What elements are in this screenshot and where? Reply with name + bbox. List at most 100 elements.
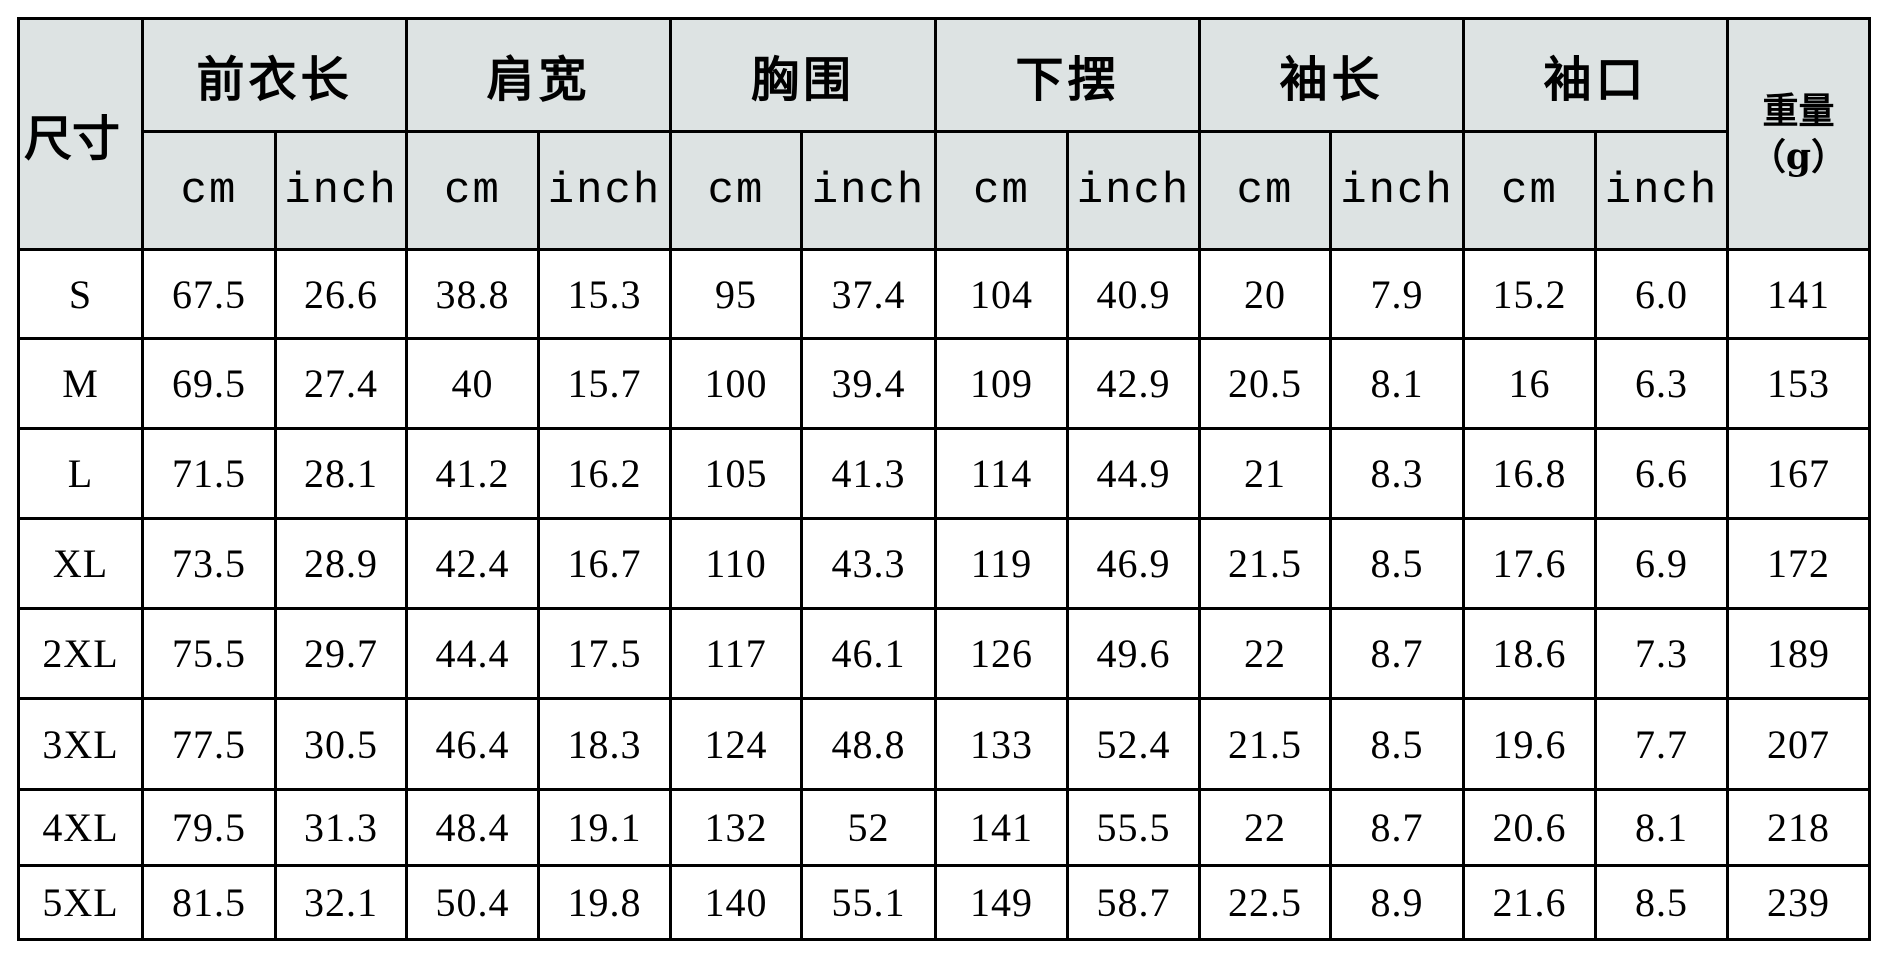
inch-value-cell: 30.5: [274, 697, 408, 791]
inch-value-cell: 7.7: [1594, 697, 1729, 791]
cm-value-cell: 21.6: [1462, 864, 1597, 941]
cm-value-cell: 16.8: [1462, 427, 1597, 520]
unit-header-cm: cm: [669, 130, 803, 251]
weight-header: 重量 （g）: [1726, 17, 1871, 251]
unit-header-inch: inch: [1594, 130, 1729, 251]
inch-value-cell: 6.0: [1594, 248, 1729, 340]
weight-cell: 189: [1726, 607, 1871, 700]
cm-value-cell: 40: [405, 337, 540, 430]
inch-value-cell: 32.1: [274, 864, 408, 941]
cm-value-cell: 71.5: [141, 427, 277, 520]
cm-value-cell: 46.4: [405, 697, 540, 791]
weight-cell: 218: [1726, 788, 1871, 867]
cm-value-cell: 22.5: [1198, 864, 1332, 941]
inch-value-cell: 52.4: [1066, 697, 1201, 791]
inch-value-cell: 27.4: [274, 337, 408, 430]
unit-header-cm: cm: [141, 130, 277, 251]
cm-value-cell: 75.5: [141, 607, 277, 700]
inch-value-cell: 37.4: [800, 248, 937, 340]
inch-value-cell: 39.4: [800, 337, 937, 430]
cm-value-cell: 48.4: [405, 788, 540, 867]
group-header-3: 下摆: [934, 17, 1201, 133]
cm-value-cell: 21: [1198, 427, 1332, 520]
inch-value-cell: 41.3: [800, 427, 937, 520]
cm-value-cell: 20.6: [1462, 788, 1597, 867]
cm-value-cell: 126: [934, 607, 1069, 700]
cm-value-cell: 79.5: [141, 788, 277, 867]
inch-value-cell: 55.1: [800, 864, 937, 941]
cm-value-cell: 42.4: [405, 517, 540, 610]
cm-value-cell: 132: [669, 788, 803, 867]
group-header-2: 胸围: [669, 17, 937, 133]
inch-value-cell: 46.9: [1066, 517, 1201, 610]
cm-value-cell: 22: [1198, 607, 1332, 700]
weight-cell: 141: [1726, 248, 1871, 340]
table-row: 5XL 81.5 32.1 50.4 19.8 140 55.1 149 58.7 22.5 8.9…: [17, 864, 1871, 941]
unit-header-inch: inch: [1329, 130, 1465, 251]
cm-value-cell: 44.4: [405, 607, 540, 700]
inch-value-cell: 48.8: [800, 697, 937, 791]
cm-value-cell: 18.6: [1462, 607, 1597, 700]
unit-header-inch: inch: [537, 130, 672, 251]
inch-value-cell: 31.3: [274, 788, 408, 867]
cm-value-cell: 109: [934, 337, 1069, 430]
unit-header-inch: inch: [274, 130, 408, 251]
inch-value-cell: 8.9: [1329, 864, 1465, 941]
cm-value-cell: 20.5: [1198, 337, 1332, 430]
size-cell: 3XL: [17, 697, 144, 791]
weight-cell: 239: [1726, 864, 1871, 941]
inch-value-cell: 28.1: [274, 427, 408, 520]
cm-value-cell: 22: [1198, 788, 1332, 867]
cm-value-cell: 114: [934, 427, 1069, 520]
inch-value-cell: 7.9: [1329, 248, 1465, 340]
inch-value-cell: 8.3: [1329, 427, 1465, 520]
cm-value-cell: 117: [669, 607, 803, 700]
cm-value-cell: 149: [934, 864, 1069, 941]
inch-value-cell: 40.9: [1066, 248, 1201, 340]
inch-value-cell: 52: [800, 788, 937, 867]
cm-value-cell: 104: [934, 248, 1069, 340]
inch-value-cell: 16.2: [537, 427, 672, 520]
unit-header-inch: inch: [800, 130, 937, 251]
size-cell: XL: [17, 517, 144, 610]
inch-value-cell: 15.3: [537, 248, 672, 340]
inch-value-cell: 17.5: [537, 607, 672, 700]
inch-value-cell: 49.6: [1066, 607, 1201, 700]
cm-value-cell: 21.5: [1198, 517, 1332, 610]
cm-value-cell: 73.5: [141, 517, 277, 610]
weight-cell: 153: [1726, 337, 1871, 430]
size-cell: 5XL: [17, 864, 144, 941]
cm-value-cell: 105: [669, 427, 803, 520]
cm-value-cell: 16: [1462, 337, 1597, 430]
inch-value-cell: 8.1: [1329, 337, 1465, 430]
inch-value-cell: 8.5: [1594, 864, 1729, 941]
size-cell: 2XL: [17, 607, 144, 700]
unit-header-cm: cm: [934, 130, 1069, 251]
inch-value-cell: 8.5: [1329, 517, 1465, 610]
inch-value-cell: 29.7: [274, 607, 408, 700]
table-row: 2XL 75.5 29.7 44.4 17.5 117 46.1 126 49.6 22 8.7 18…: [17, 607, 1871, 700]
cm-value-cell: 81.5: [141, 864, 277, 941]
inch-value-cell: 28.9: [274, 517, 408, 610]
cm-value-cell: 21.5: [1198, 697, 1332, 791]
inch-value-cell: 18.3: [537, 697, 672, 791]
cm-value-cell: 95: [669, 248, 803, 340]
inch-value-cell: 19.1: [537, 788, 672, 867]
weight-cell: 172: [1726, 517, 1871, 610]
size-cell: 4XL: [17, 788, 144, 867]
inch-value-cell: 7.3: [1594, 607, 1729, 700]
cm-value-cell: 17.6: [1462, 517, 1597, 610]
inch-value-cell: 8.7: [1329, 788, 1465, 867]
cm-value-cell: 20: [1198, 248, 1332, 340]
inch-value-cell: 44.9: [1066, 427, 1201, 520]
weight-label: 重量: [1762, 90, 1835, 132]
size-cell: S: [17, 248, 144, 340]
cm-value-cell: 50.4: [405, 864, 540, 941]
table-row: 4XL 79.5 31.3 48.4 19.1 132 52 141 55.5 22 8.7 20.6…: [17, 788, 1871, 867]
cm-value-cell: 15.2: [1462, 248, 1597, 340]
inch-value-cell: 16.7: [537, 517, 672, 610]
size-cell: L: [17, 427, 144, 520]
table-row: L 71.5 28.1 41.2 16.2 105 41.3 114 44.9 21 8.3 16.8…: [17, 427, 1871, 520]
cm-value-cell: 133: [934, 697, 1069, 791]
inch-value-cell: 26.6: [274, 248, 408, 340]
